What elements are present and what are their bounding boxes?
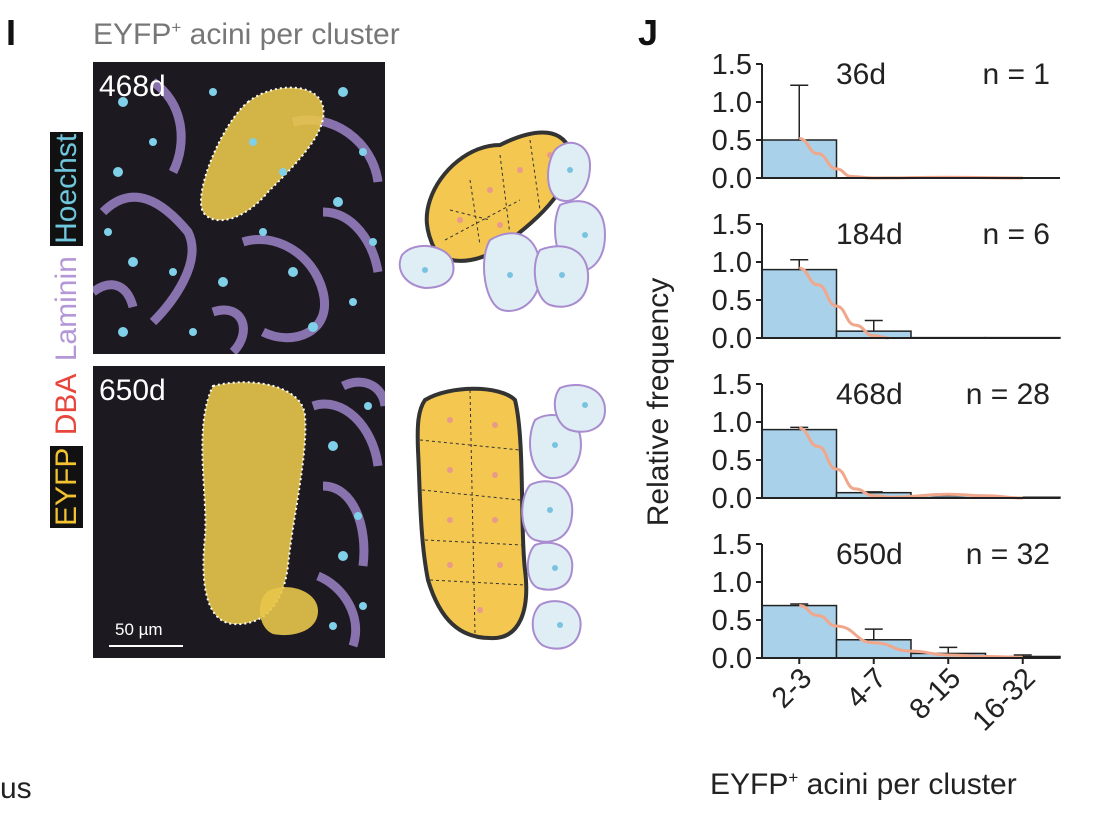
subplot-36d: 0.0 0.5 1.0 1.5 36d n = 1 [712,49,1060,195]
title-main: EYFP [93,18,172,51]
x-axis-label: EYFP+ acini per cluster [710,768,1017,802]
y-tick-label-468d-0.5: 0.5 [712,445,752,477]
subplot-468d: 0.0 0.5 1.0 1.5 468d n = 28 [712,369,1061,515]
y-tick-label-36d-0.5: 0.5 [712,125,752,157]
schematic-468d [398,130,607,312]
y-tick-label-650d-0.0: 0.0 [712,643,752,675]
y-tick-label-650d-1.5: 1.5 [712,529,752,561]
chart-layer: 0.0 0.5 1.0 1.5 36d n = 1 0.0 0.5 1.0 1.5 184d n = … [712,49,1061,737]
x-axis-label-sup: + [788,768,799,787]
histogram-chart: 0.0 0.5 1.0 1.5 36d n = 1 0.0 0.5 1.0 1.5 184d n = … [642,49,1061,737]
x-tick-label-2-3: 2-3 [766,662,818,714]
y-tick-label-650d-0.5: 0.5 [712,605,752,637]
x-axis-label-rest: acini per cluster [798,768,1017,801]
y-tick-label-468d-0.0: 0.0 [712,483,752,515]
subplot-age-184d: 184d [836,218,903,251]
panel-i-title: EYFP+ acini per cluster [93,18,400,52]
x-axis-label-main: EYFP [710,768,789,801]
cut-off-text: us [0,772,32,805]
stain-label-eyfp: EYFP [50,445,83,528]
y-tick-label-36d-1.5: 1.5 [712,49,752,81]
stain-label-hoechst: Hoechst [50,131,83,246]
y-tick-label-36d-1.0: 1.0 [712,87,752,119]
micrograph-468d: 468d [93,62,385,354]
stain-label-dba: DBA [50,373,83,436]
subplot-n-468d: n = 28 [966,378,1050,411]
age-label-650d: 650d [99,374,166,407]
subplot-n-650d: n = 32 [966,538,1050,571]
stain-legend: EYFP DBA Laminin Hoechst [50,131,84,528]
cluster-schematics [398,130,607,650]
y-tick-label-468d-1.5: 1.5 [712,369,752,401]
micrograph-650d-image [93,366,385,658]
fit-curve-468d [798,426,1023,500]
panel-letter-i: I [6,12,17,53]
subplot-age-650d: 650d [836,538,903,571]
subplot-n-184d: n = 6 [982,218,1050,251]
subplot-age-468d: 468d [836,378,903,411]
subplot-n-36d: n = 1 [982,58,1050,91]
bar-468d-2-3 [761,428,838,499]
micrograph-468d-image [93,62,385,354]
subplot-age-36d: 36d [836,58,886,91]
fit-curve-184d [798,266,889,340]
y-tick-label-650d-1.0: 1.0 [712,567,752,599]
title-rest: acini per cluster [181,18,400,51]
subplot-184d: 0.0 0.5 1.0 1.5 184d n = 6 [712,209,1061,355]
x-tick-label-8-15: 8-15 [904,662,968,726]
scale-bar-label: 50 µm [115,620,163,639]
bar-184d-2-3 [761,268,838,339]
panel-letter-j: J [638,12,659,53]
title-sup: + [171,18,182,37]
y-tick-label-184d-0.0: 0.0 [712,323,752,355]
age-label-468d: 468d [99,70,166,103]
y-tick-label-36d-0.0: 0.0 [712,163,752,195]
subplot-650d: 0.0 0.5 1.0 1.5 650d n = 32 [712,529,1061,675]
fit-curve-650d [799,604,1023,659]
y-tick-label-184d-0.5: 0.5 [712,285,752,317]
x-tick-label-16-32: 16-32 [967,662,1042,737]
y-axis-label: Relative frequency [642,278,675,526]
stain-label-laminin: Laminin [50,256,83,362]
y-tick-label-468d-1.0: 1.0 [712,407,752,439]
schematic-650d [415,384,607,650]
y-tick-label-184d-1.0: 1.0 [712,247,752,279]
scale-bar [109,645,183,647]
x-tick-label-4-7: 4-7 [840,662,892,714]
micrograph-650d: 650d 50 µm [93,366,385,658]
bar-650d-2-3 [761,604,838,659]
y-tick-label-184d-1.5: 1.5 [712,209,752,241]
